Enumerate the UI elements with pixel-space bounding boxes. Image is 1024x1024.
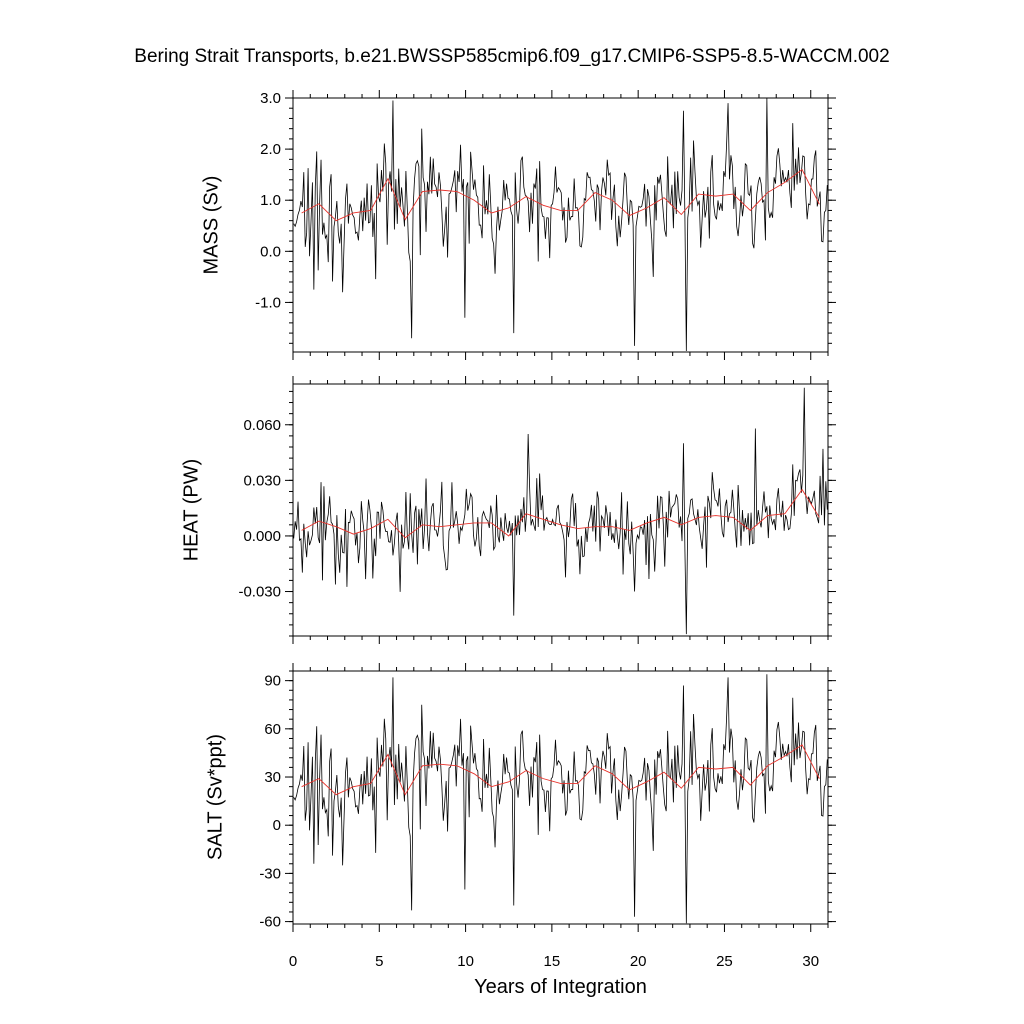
x-tick-label: 30 [802,953,819,970]
heat-panel: 0.060 0.030 0.000 -0.030 [238,376,836,644]
y-tick-label: 0 [273,817,281,834]
annual-mean-line [301,744,820,796]
y-tick-label: -60 [259,914,281,931]
y-tick-label: 0.0 [260,243,281,260]
salt-panel: 90 60 30 0 -30 -60 0 5 10 15 20 25 30 [259,663,836,970]
x-tick-label: 0 [289,953,297,970]
chart-title: Bering Strait Transports, b.e21.BWSSP585… [134,46,890,67]
y-tick-label: 60 [264,721,281,738]
monthly-series-line [293,97,828,351]
y-tick-label: 90 [264,673,281,690]
y-tick-label: 1.0 [260,192,281,209]
y-tick-label: -0.030 [238,584,281,601]
plot-frame [292,383,829,637]
monthly-series-line [293,674,828,924]
plot-frame [292,670,829,925]
y-tick-label: -1.0 [255,294,281,311]
y-tick-label: 3.0 [260,90,281,107]
y-tick-label: -30 [259,865,281,882]
y-tick-label: 30 [264,769,281,786]
x-tick-label: 15 [544,953,561,970]
annual-mean-line [301,168,820,222]
x-tick-label: 10 [457,953,474,970]
x-tick-label: 25 [716,953,733,970]
x-axis-label: Years of Integration [474,976,647,998]
x-tick-label: 5 [375,953,383,970]
y-tick-label: 0.060 [243,417,281,434]
y-tick-label: 2.0 [260,141,281,158]
annual-mean-line [301,488,820,539]
plot-frame [292,97,829,353]
y-tick-label: 0.030 [243,472,281,489]
y-tick-label: 0.000 [243,528,281,545]
mass-panel: 3.0 2.0 1.0 0.0 -1.0 [255,90,836,360]
x-tick-label: 20 [630,953,647,970]
monthly-series-line [293,387,828,635]
